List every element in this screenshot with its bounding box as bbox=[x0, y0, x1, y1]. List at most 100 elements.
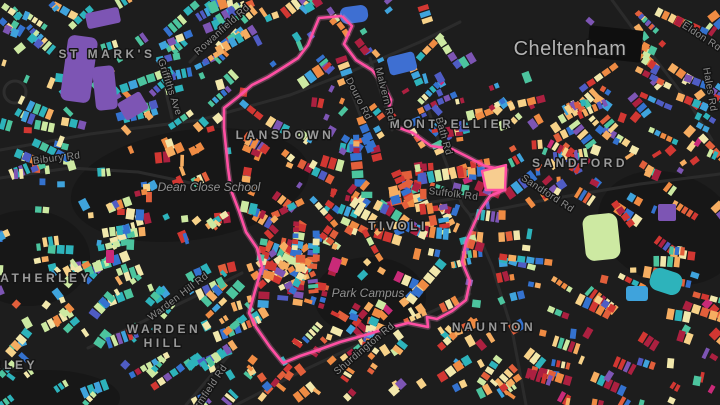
building-parcel[interactable] bbox=[237, 12, 249, 24]
building-parcel[interactable] bbox=[340, 67, 353, 77]
building-parcel[interactable] bbox=[708, 327, 720, 341]
building-parcel[interactable] bbox=[156, 354, 165, 363]
building-parcel[interactable] bbox=[56, 135, 65, 148]
building-parcel[interactable] bbox=[708, 25, 718, 37]
building-parcel[interactable] bbox=[461, 321, 472, 333]
building-parcel[interactable] bbox=[47, 236, 54, 247]
building-parcel[interactable] bbox=[308, 328, 317, 337]
building-parcel[interactable] bbox=[517, 98, 527, 108]
building-parcel[interactable] bbox=[6, 394, 15, 403]
building-parcel[interactable] bbox=[578, 83, 589, 93]
building-parcel[interactable] bbox=[46, 318, 56, 329]
building-parcel[interactable] bbox=[225, 369, 236, 381]
building-parcel[interactable] bbox=[73, 15, 83, 25]
building-parcel[interactable] bbox=[509, 291, 518, 302]
building-parcel[interactable] bbox=[563, 104, 574, 115]
building-parcel[interactable] bbox=[557, 113, 567, 124]
building-parcel[interactable] bbox=[581, 108, 589, 117]
building-parcel[interactable] bbox=[191, 215, 202, 226]
building-parcel[interactable] bbox=[295, 271, 305, 281]
building-parcel[interactable] bbox=[638, 13, 645, 20]
building-parcel[interactable] bbox=[556, 391, 567, 403]
building-parcel[interactable] bbox=[673, 256, 681, 268]
building-parcel[interactable] bbox=[498, 383, 509, 393]
building-parcel[interactable] bbox=[61, 142, 69, 151]
building-parcel[interactable] bbox=[428, 182, 436, 190]
building-parcel[interactable] bbox=[207, 99, 215, 108]
building-parcel[interactable] bbox=[199, 398, 209, 405]
building-parcel[interactable] bbox=[655, 98, 665, 107]
building-parcel[interactable] bbox=[550, 275, 558, 283]
building-parcel[interactable] bbox=[691, 303, 702, 315]
building-parcel[interactable] bbox=[551, 141, 560, 152]
building-parcel[interactable] bbox=[485, 331, 496, 344]
building-parcel[interactable] bbox=[126, 239, 135, 250]
building-parcel[interactable] bbox=[249, 137, 260, 150]
building-parcel[interactable] bbox=[699, 101, 710, 112]
building-parcel[interactable] bbox=[7, 7, 17, 16]
building-parcel[interactable] bbox=[173, 141, 185, 154]
building-parcel[interactable] bbox=[261, 380, 273, 392]
building-parcel[interactable] bbox=[29, 27, 37, 35]
building-parcel[interactable] bbox=[288, 285, 298, 295]
building-parcel[interactable] bbox=[114, 0, 124, 10]
building-parcel[interactable] bbox=[514, 112, 523, 121]
building-parcel[interactable] bbox=[653, 129, 662, 137]
building-parcel[interactable] bbox=[180, 154, 185, 167]
building-parcel[interactable] bbox=[560, 361, 566, 369]
building-parcel[interactable] bbox=[329, 17, 338, 26]
building-parcel[interactable] bbox=[579, 98, 587, 107]
building-parcel[interactable] bbox=[434, 258, 447, 271]
building-parcel[interactable] bbox=[52, 314, 62, 326]
building-parcel[interactable] bbox=[348, 220, 360, 231]
building-parcel[interactable] bbox=[120, 124, 132, 136]
building-parcel[interactable] bbox=[343, 392, 352, 402]
building-parcel[interactable] bbox=[105, 336, 113, 349]
building-parcel[interactable] bbox=[180, 68, 187, 79]
building-parcel[interactable] bbox=[311, 0, 324, 8]
building-parcel[interactable] bbox=[248, 202, 258, 216]
building-parcel[interactable] bbox=[643, 335, 655, 348]
building-parcel[interactable] bbox=[452, 203, 461, 215]
building-parcel[interactable] bbox=[264, 260, 278, 272]
building-parcel[interactable] bbox=[295, 263, 306, 272]
building-parcel[interactable] bbox=[622, 360, 632, 373]
building-parcel[interactable] bbox=[715, 91, 720, 101]
building-parcel[interactable] bbox=[544, 258, 553, 266]
building-parcel[interactable] bbox=[607, 122, 619, 134]
building-parcel[interactable] bbox=[101, 227, 110, 238]
building-parcel[interactable] bbox=[312, 387, 322, 396]
building-parcel[interactable] bbox=[397, 214, 410, 227]
building-parcel[interactable] bbox=[591, 103, 599, 112]
building-parcel[interactable] bbox=[335, 310, 350, 323]
building-parcel[interactable] bbox=[538, 329, 547, 337]
building-parcel[interactable] bbox=[190, 396, 201, 405]
building-parcel[interactable] bbox=[154, 69, 165, 81]
building-parcel[interactable] bbox=[212, 51, 220, 59]
building-parcel[interactable] bbox=[508, 144, 517, 153]
building-parcel[interactable] bbox=[143, 110, 154, 121]
building-parcel[interactable] bbox=[67, 10, 79, 21]
building-parcel[interactable] bbox=[653, 235, 663, 245]
building-parcel[interactable] bbox=[422, 73, 429, 85]
building-parcel[interactable] bbox=[582, 326, 594, 340]
building-parcel[interactable] bbox=[531, 140, 537, 150]
building-parcel[interactable] bbox=[451, 182, 462, 195]
building-parcel[interactable] bbox=[31, 138, 42, 149]
building-parcel[interactable] bbox=[526, 228, 533, 240]
building-parcel[interactable] bbox=[214, 44, 225, 56]
building-parcel[interactable] bbox=[371, 347, 380, 355]
building-parcel[interactable] bbox=[365, 337, 374, 346]
building-parcel[interactable] bbox=[290, 0, 302, 11]
building-parcel[interactable] bbox=[206, 217, 218, 230]
building-parcel[interactable] bbox=[220, 9, 231, 22]
building-parcel[interactable] bbox=[535, 94, 546, 104]
building-parcel[interactable] bbox=[512, 155, 521, 166]
building-parcel[interactable] bbox=[561, 147, 569, 157]
building-parcel[interactable] bbox=[498, 373, 509, 383]
building-parcel[interactable] bbox=[262, 269, 275, 281]
building-parcel[interactable] bbox=[18, 351, 30, 364]
building-parcel[interactable] bbox=[615, 206, 626, 216]
building-parcel[interactable] bbox=[342, 370, 353, 379]
building-parcel[interactable] bbox=[517, 175, 531, 190]
